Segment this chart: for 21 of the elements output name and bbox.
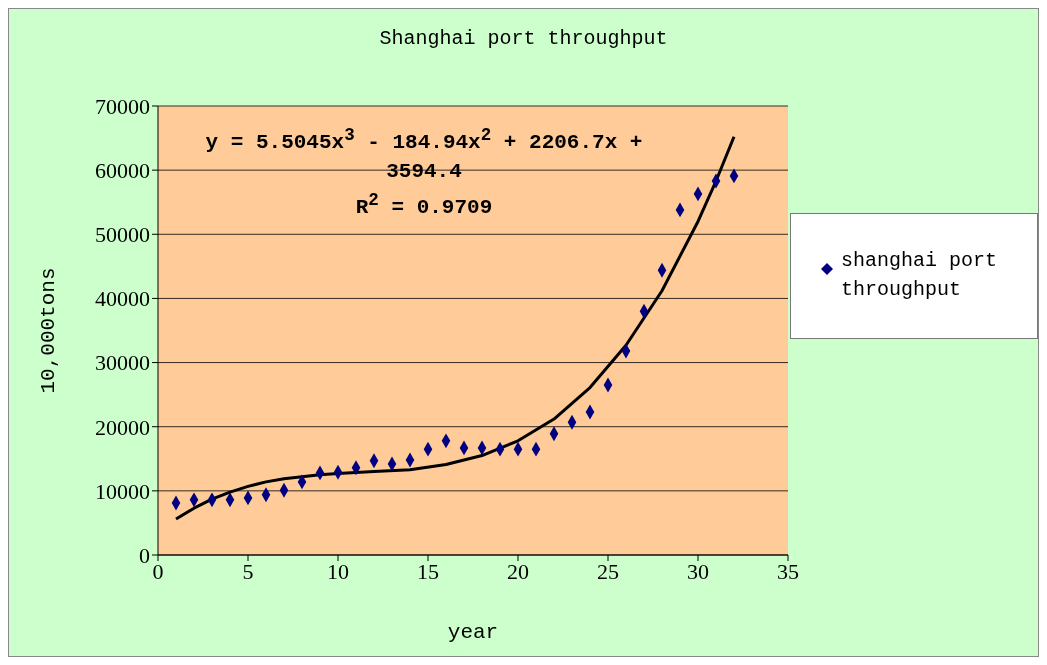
x-tick-label: 5 xyxy=(242,558,254,584)
x-tick-label: 10 xyxy=(327,558,349,584)
y-tick-label: 30000 xyxy=(95,350,150,376)
x-tick-label: 15 xyxy=(417,558,439,584)
y-tick-label: 0 xyxy=(139,542,150,568)
legend-label: shanghai port throughput xyxy=(841,248,999,303)
y-tick-label: 60000 xyxy=(95,157,150,183)
y-tick-label: 70000 xyxy=(95,93,150,119)
annotation: R$^{2}$ = 0.9709 xyxy=(354,189,494,221)
y-tick-label: 20000 xyxy=(95,414,150,440)
text: y = 5.5045x$^{3}$ - 184.94x$^{2}$ + 2206.7x + 3594.4 xyxy=(205,125,643,183)
x-tick-label: 20 xyxy=(507,558,529,584)
x-tick-label: 25 xyxy=(597,558,619,584)
x-tick-label: 30 xyxy=(687,558,709,584)
chart-title: Shanghai port throughput xyxy=(378,27,669,50)
y-tick-label: 10000 xyxy=(95,478,150,504)
x-tick-label: 35 xyxy=(777,558,799,584)
x-axis-title: year xyxy=(447,621,499,644)
y-tick-label: 40000 xyxy=(95,286,150,312)
y-axis-title: 10,000tons xyxy=(37,267,61,394)
y-tick-label: 50000 xyxy=(95,222,150,248)
